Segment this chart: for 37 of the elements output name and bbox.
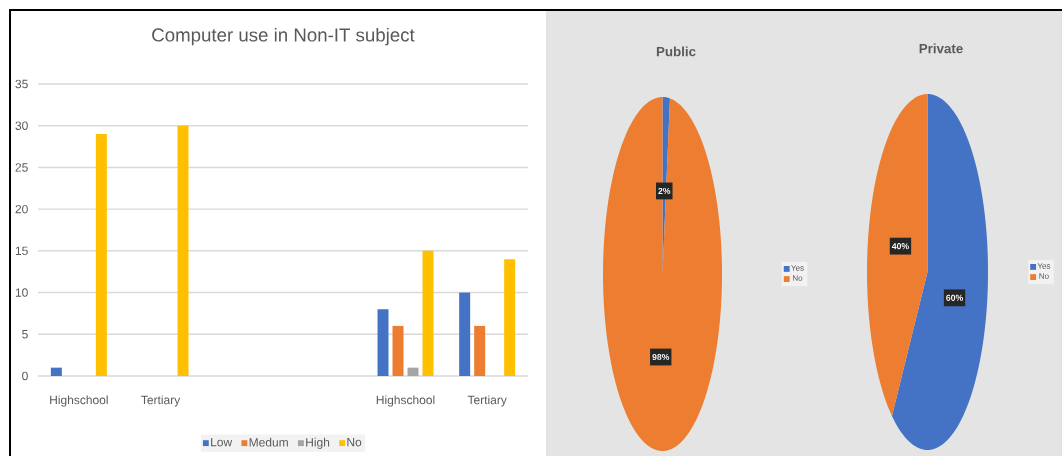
bar (504, 259, 516, 376)
data-label: 60% (946, 294, 963, 301)
y-tick-label: 20 (15, 204, 28, 214)
bar (474, 325, 486, 376)
legend-label: No (347, 438, 362, 447)
x-tick-label: Highschool (376, 395, 435, 407)
chart-title: Public (656, 46, 696, 57)
legend-label: High (306, 437, 330, 449)
x-tick-label: Tertiary (467, 395, 507, 407)
legend-label: Yes (1037, 263, 1051, 269)
legend-label: No (1039, 273, 1049, 279)
bar (422, 250, 434, 376)
bar (50, 367, 62, 376)
legend-label: No (793, 275, 803, 281)
data-label: 2% (658, 187, 671, 195)
legend-label: Yes (791, 265, 804, 271)
bar (95, 134, 107, 376)
data-label: 98% (652, 353, 670, 361)
y-tick-label: 30 (15, 121, 28, 130)
chart-title: Computer use in Non-IT subject (152, 27, 415, 46)
chart-title: Private (919, 43, 963, 54)
bar (407, 367, 419, 376)
y-tick-label: 25 (15, 163, 28, 172)
bar (392, 325, 404, 376)
data-label: 40% (891, 243, 909, 250)
x-tick-label: Highschool (50, 395, 108, 407)
bar (377, 309, 389, 376)
y-tick-label: 35 (15, 79, 28, 89)
legend-label: Low (211, 438, 233, 447)
y-tick-label: 5 (22, 330, 28, 339)
bar (459, 292, 471, 376)
bar (177, 125, 189, 376)
x-tick-label: Tertiary (141, 395, 181, 407)
y-tick-label: 10 (15, 288, 28, 297)
y-tick-label: 0 (22, 371, 28, 381)
y-tick-label: 15 (15, 246, 28, 256)
legend-label: Medum (249, 437, 288, 447)
